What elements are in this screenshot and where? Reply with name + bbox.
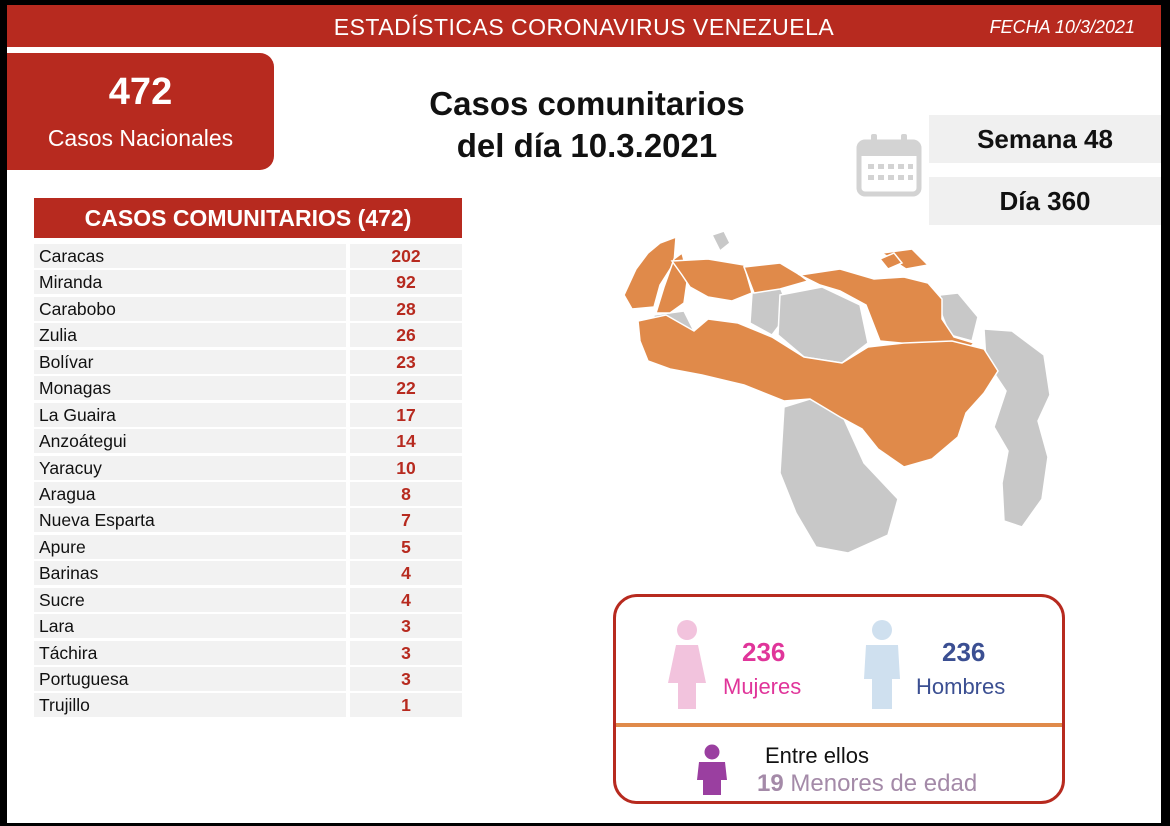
row-region: Barinas [34, 561, 346, 586]
table-row: Trujillo 1 [34, 692, 462, 718]
table-title: CASOS COMUNITARIOS (472) [34, 198, 462, 238]
table-row: Portuguesa 3 [34, 666, 462, 692]
national-cases-card: 472 Casos Nacionales [7, 53, 274, 170]
row-cases: 3 [350, 640, 462, 665]
row-cases: 10 [350, 455, 462, 480]
table-row: La Guaira 17 [34, 402, 462, 428]
row-cases: 4 [350, 587, 462, 612]
child-icon [697, 744, 727, 795]
headline-line1: Casos comunitarios [429, 85, 745, 122]
headline-line2: del día 10.3.2021 [456, 127, 718, 164]
table-row: Yaracuy 10 [34, 455, 462, 481]
minors-label: Menores de edad [790, 770, 978, 797]
gender-breakdown-box [613, 594, 1065, 804]
row-cases: 26 [350, 323, 462, 348]
header-date: FECHA 10/3/2021 [989, 17, 1135, 37]
row-cases: 22 [350, 376, 462, 401]
row-region: Apure [34, 534, 346, 559]
headline: Casos comunitarios del día 10.3.2021 [387, 83, 787, 167]
row-region: Zulia [34, 323, 346, 348]
header-title: ESTADÍSTICAS CORONAVIRUS VENEZUELA [333, 14, 835, 40]
table-row: Carabobo 28 [34, 296, 462, 322]
table-row: Caracas 202 [34, 243, 462, 269]
minors-line: 19 Menores de edad [757, 770, 977, 798]
women-count: 236 [742, 637, 786, 667]
week-box: Semana 48 [929, 115, 1161, 163]
table-row: Apure 5 [34, 534, 462, 560]
row-region: Carabobo [34, 296, 346, 321]
table-row: Miranda 92 [34, 269, 462, 295]
row-cases: 8 [350, 481, 462, 506]
row-cases: 92 [350, 270, 462, 295]
row-cases: 4 [350, 561, 462, 586]
day-box: Día 360 [929, 177, 1161, 225]
row-region: Sucre [34, 587, 346, 612]
table-row: Anzoátegui 14 [34, 428, 462, 454]
row-cases: 1 [350, 693, 462, 718]
table-row: Lara 3 [34, 613, 462, 639]
calendar-icon [856, 134, 922, 197]
table-row: Monagas 22 [34, 375, 462, 401]
row-region: Táchira [34, 640, 346, 665]
table-row: Táchira 3 [34, 640, 462, 666]
row-region: Nueva Esparta [34, 508, 346, 533]
women-label: Mujeres [723, 674, 802, 699]
row-region: Monagas [34, 376, 346, 401]
row-cases: 3 [350, 614, 462, 639]
row-cases: 17 [350, 402, 462, 427]
row-region: Aragua [34, 481, 346, 506]
female-icon [668, 620, 706, 709]
cases-table: Caracas 202 Miranda 92 Carabobo 28 Zulia 26 Bolí… [34, 243, 462, 719]
row-cases: 202 [350, 244, 462, 268]
row-cases: 3 [350, 667, 462, 691]
table-row: Zulia 26 [34, 322, 462, 348]
row-region: Miranda [34, 270, 346, 295]
row-cases: 14 [350, 429, 462, 454]
table-row: Bolívar 23 [34, 349, 462, 375]
minors-intro: Entre ellos [765, 743, 869, 768]
row-region: Anzoátegui [34, 429, 346, 454]
national-label: Casos Nacionales [47, 125, 234, 151]
men-label: Hombres [916, 674, 1006, 699]
table-row: Sucre 4 [34, 587, 462, 613]
gender-divider [616, 723, 1062, 727]
row-region: Lara [34, 614, 346, 639]
national-count: 472 [108, 71, 173, 113]
minors-count: 19 [757, 770, 784, 797]
infographic: ESTADÍSTICAS CORONAVIRUS VENEZUELA FECHA… [7, 5, 1161, 823]
row-cases: 23 [350, 349, 462, 374]
row-region: Caracas [34, 244, 346, 268]
table-row: Barinas 4 [34, 560, 462, 586]
male-icon [864, 620, 900, 709]
table-row: Nueva Esparta 7 [34, 507, 462, 533]
table-row: Aragua 8 [34, 481, 462, 507]
venezuela-map [623, 230, 1051, 554]
row-cases: 7 [350, 508, 462, 533]
header-bar: ESTADÍSTICAS CORONAVIRUS VENEZUELA FECHA… [7, 5, 1161, 47]
men-count: 236 [942, 637, 986, 667]
row-region: Bolívar [34, 349, 346, 374]
row-cases: 5 [350, 534, 462, 559]
row-region: Yaracuy [34, 455, 346, 480]
row-region: La Guaira [34, 402, 346, 427]
row-region: Trujillo [34, 693, 346, 718]
row-region: Portuguesa [34, 667, 346, 691]
row-cases: 28 [350, 296, 462, 321]
